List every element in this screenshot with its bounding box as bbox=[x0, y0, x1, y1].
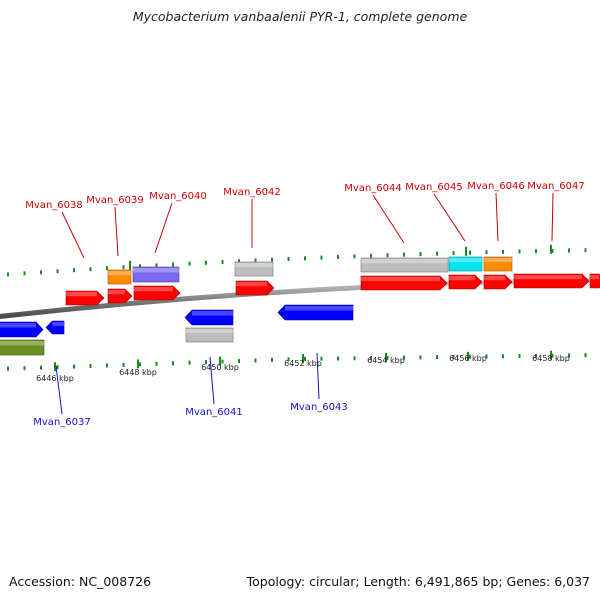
feature-gray-3 bbox=[185, 327, 234, 343]
feature-gray-1 bbox=[234, 261, 274, 277]
feature-olive bbox=[0, 339, 45, 356]
leader-mvan-6038 bbox=[61, 211, 85, 259]
leader-mvan-6041 bbox=[209, 356, 215, 405]
gene-mvan-6042-highlight bbox=[236, 282, 267, 287]
feature-orange-1-highlight bbox=[108, 271, 131, 276]
leader-mvan-6046 bbox=[495, 192, 499, 242]
gene-mvan-6043 bbox=[277, 304, 354, 321]
gene-label-mvan-6043[interactable]: Mvan_6043 bbox=[290, 402, 347, 413]
gene-mvan-6043-highlight bbox=[285, 306, 353, 311]
genome-stats-text: Topology: circular; Length: 6,491,865 bp… bbox=[246, 574, 590, 589]
gene-mvan-6041 bbox=[184, 309, 234, 326]
gene-label-mvan-6047[interactable]: Mvan_6047 bbox=[527, 181, 584, 192]
gene-label-mvan-6042[interactable]: Mvan_6042 bbox=[223, 187, 280, 198]
gene-next-highlight bbox=[590, 275, 600, 280]
gene-label-mvan-6041[interactable]: Mvan_6041 bbox=[185, 407, 242, 418]
gene-label-mvan-6045[interactable]: Mvan_6045 bbox=[405, 182, 462, 193]
leader-mvan-6047 bbox=[551, 192, 554, 242]
gene-mvan-6044 bbox=[360, 275, 448, 291]
gene-mvan-6038-highlight bbox=[66, 292, 97, 297]
gene-mvan-6046-highlight bbox=[484, 276, 505, 281]
feature-layer bbox=[0, 256, 600, 356]
gene-next bbox=[589, 273, 600, 289]
gene-mvan-6040 bbox=[133, 285, 181, 301]
gene-mvan-6044-highlight bbox=[361, 277, 440, 282]
axis-tick-label: 6458 kbp bbox=[532, 354, 570, 363]
feature-olive-highlight bbox=[0, 341, 44, 346]
axis-tick-label: 6454 kbp bbox=[367, 356, 405, 365]
axis-tick-label: 6456 kbp bbox=[449, 354, 487, 363]
axis-label-layer: 6446 kbp 6448 kbp 6450 kbp 6452 kbp 6454… bbox=[36, 354, 570, 383]
gene-label-mvan-6046[interactable]: Mvan_6046 bbox=[467, 181, 524, 192]
gene-label-mvan-6039[interactable]: Mvan_6039 bbox=[86, 195, 143, 206]
leader-mvan-6043 bbox=[316, 352, 320, 400]
gene-mvan-6039 bbox=[107, 288, 133, 304]
gene-label-mvan-6044[interactable]: Mvan_6044 bbox=[344, 183, 401, 194]
leader-mvan-6044 bbox=[372, 194, 405, 244]
gene-mvan-6040-highlight bbox=[134, 287, 173, 292]
axis-tick-label: 6448 kbp bbox=[119, 368, 157, 377]
feature-cyan-highlight bbox=[449, 258, 482, 263]
leader-line-layer bbox=[55, 192, 554, 415]
gene-mvan-6046 bbox=[483, 274, 513, 290]
gene-mvan-6037-highlight bbox=[52, 322, 64, 326]
leader-mvan-6039 bbox=[114, 206, 119, 257]
axis-tick-label: 6446 kbp bbox=[36, 374, 74, 383]
feature-gray-2-highlight bbox=[361, 259, 448, 264]
leader-mvan-6037 bbox=[55, 365, 63, 415]
gene-mvan-6045 bbox=[448, 274, 483, 290]
gene-reverse-left bbox=[0, 321, 44, 338]
gene-label-layer: Mvan_6038 Mvan_6039 Mvan_6040 Mvan_6042 … bbox=[25, 181, 584, 428]
feature-gray-3-highlight bbox=[186, 329, 233, 334]
feature-orange-2 bbox=[483, 256, 513, 272]
gene-label-mvan-6040[interactable]: Mvan_6040 bbox=[149, 191, 206, 202]
map-title: Mycobacterium vanbaalenii PYR-1, complet… bbox=[132, 9, 468, 24]
feature-purple bbox=[132, 266, 180, 283]
gene-label-mvan-6038[interactable]: Mvan_6038 bbox=[25, 200, 82, 211]
gene-mvan-6038 bbox=[65, 290, 105, 306]
gene-mvan-6047 bbox=[513, 273, 590, 289]
accession-text: Accession: NC_008726 bbox=[9, 574, 152, 589]
feature-cyan bbox=[448, 256, 483, 272]
leader-mvan-6045 bbox=[433, 193, 466, 242]
feature-orange-1 bbox=[107, 269, 132, 285]
gene-mvan-6047-highlight bbox=[514, 275, 582, 280]
axis-tick-label: 6450 kbp bbox=[201, 363, 239, 372]
feature-purple-highlight bbox=[133, 268, 179, 273]
inner-tick-row bbox=[7, 350, 587, 372]
gene-mvan-6037 bbox=[45, 320, 65, 335]
gene-mvan-6042 bbox=[235, 280, 275, 296]
axis-tick-label: 6452 kbp bbox=[284, 359, 322, 368]
leader-mvan-6040 bbox=[154, 202, 173, 254]
gene-reverse-left-highlight bbox=[0, 323, 36, 328]
gene-mvan-6041-highlight bbox=[192, 311, 233, 316]
feature-orange-2-highlight bbox=[484, 258, 512, 263]
gene-label-mvan-6037[interactable]: Mvan_6037 bbox=[33, 417, 90, 428]
feature-gray-2 bbox=[360, 257, 449, 273]
feature-gray-1-highlight bbox=[235, 263, 273, 268]
gene-mvan-6039-highlight bbox=[108, 290, 125, 295]
gene-mvan-6045-highlight bbox=[449, 276, 475, 281]
